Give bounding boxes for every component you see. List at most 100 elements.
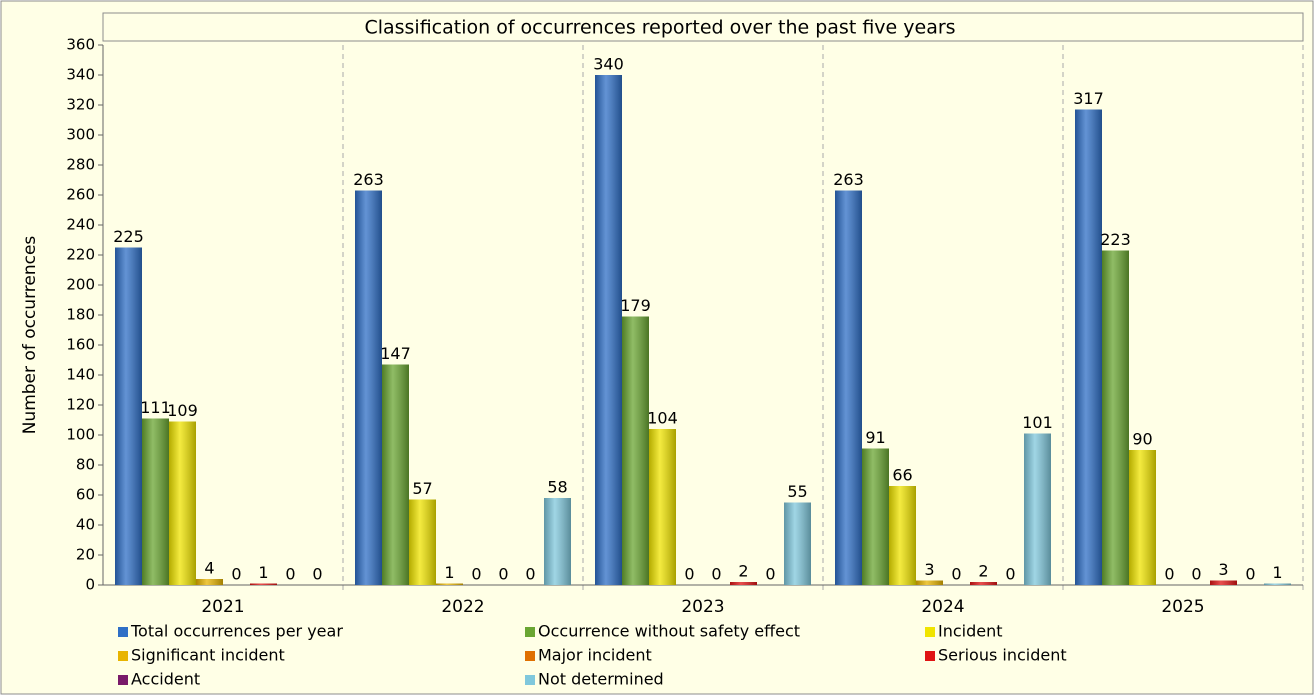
legend-swatch [118, 651, 128, 661]
legend-label: Major incident [538, 646, 652, 665]
value-label: 3 [1218, 560, 1228, 579]
chart-title: Classification of occurrences reported o… [364, 17, 955, 39]
y-tick-label: 40 [76, 516, 95, 534]
value-label: 223 [1100, 230, 1131, 249]
legend-label: Not determined [538, 670, 664, 689]
y-tick-label: 160 [66, 336, 95, 354]
bar-shade [250, 583, 277, 585]
value-label: 101 [1022, 413, 1053, 432]
y-tick-label: 80 [76, 456, 95, 474]
value-label: 0 [525, 565, 535, 584]
legend-swatch [525, 675, 535, 685]
value-label: 0 [471, 565, 481, 584]
value-label: 66 [892, 466, 912, 485]
y-axis-label: Number of occurrences [20, 236, 40, 435]
bar-shade [1024, 433, 1051, 585]
value-label: 0 [684, 565, 694, 584]
y-tick-label: 320 [66, 96, 95, 114]
value-label: 104 [647, 409, 678, 428]
value-label: 1 [1272, 563, 1282, 582]
y-tick-label: 220 [66, 246, 95, 264]
y-tick-label: 200 [66, 276, 95, 294]
value-label: 57 [412, 479, 432, 498]
value-label: 263 [833, 170, 864, 189]
value-label: 263 [353, 170, 384, 189]
y-tick-label: 180 [66, 306, 95, 324]
x-tick-label: 2023 [681, 597, 724, 617]
title-box [102, 12, 1304, 42]
legend-swatch [118, 675, 128, 685]
value-label: 111 [140, 398, 171, 417]
y-tick-label: 360 [66, 36, 95, 54]
value-label: 0 [1245, 565, 1255, 584]
value-label: 1 [258, 563, 268, 582]
value-label: 147 [380, 344, 411, 363]
value-label: 179 [620, 296, 651, 315]
value-label: 0 [498, 565, 508, 584]
bar-shade [784, 502, 811, 585]
value-label: 91 [865, 428, 885, 447]
value-label: 317 [1073, 89, 1104, 108]
legend-swatch [925, 627, 935, 637]
bar-shade [649, 429, 676, 585]
legend-label: Accident [131, 670, 200, 689]
value-label: 340 [593, 55, 624, 74]
value-label: 0 [951, 565, 961, 584]
legend-label: Significant incident [131, 646, 285, 665]
y-tick-label: 240 [66, 216, 95, 234]
x-tick-label: 2024 [921, 597, 964, 617]
value-label: 58 [547, 478, 567, 497]
legend-swatch [525, 627, 535, 637]
bar-shade [1075, 109, 1102, 585]
bar-shade [916, 580, 943, 585]
value-label: 2 [738, 562, 748, 581]
value-label: 2 [978, 562, 988, 581]
y-tick-label: 0 [85, 576, 95, 594]
y-tick-label: 280 [66, 156, 95, 174]
value-label: 1 [444, 563, 454, 582]
value-label: 0 [711, 565, 721, 584]
bar-shade [436, 583, 463, 585]
x-tick-label: 2021 [201, 597, 244, 617]
value-label: 0 [1191, 565, 1201, 584]
legend-swatch [925, 651, 935, 661]
x-tick-label: 2022 [441, 597, 484, 617]
bar-shade [355, 190, 382, 585]
value-label: 3 [924, 560, 934, 579]
y-tick-label: 260 [66, 186, 95, 204]
y-tick-label: 60 [76, 486, 95, 504]
bar-shade [622, 316, 649, 585]
legend-swatch [118, 627, 128, 637]
y-tick-label: 20 [76, 546, 95, 564]
value-label: 109 [167, 401, 198, 420]
legend-label: Occurrence without safety effect [538, 622, 800, 641]
bar-shade [409, 499, 436, 585]
bar-shade [169, 421, 196, 585]
bar-shade [1129, 450, 1156, 585]
bar-shade [730, 582, 757, 585]
y-tick-label: 140 [66, 366, 95, 384]
value-label: 0 [285, 565, 295, 584]
legend-label: Total occurrences per year [130, 622, 343, 641]
bar-shade [835, 190, 862, 585]
value-label: 0 [312, 565, 322, 584]
value-label: 90 [1132, 430, 1152, 449]
bar-shade [595, 75, 622, 585]
bar-shade [970, 582, 997, 585]
y-tick-label: 120 [66, 396, 95, 414]
bar-shade [382, 364, 409, 585]
legend-label: Incident [938, 622, 1003, 641]
legend-label: Serious incident [938, 646, 1067, 665]
y-tick-label: 300 [66, 126, 95, 144]
bar-shade [1264, 583, 1291, 585]
value-label: 0 [1164, 565, 1174, 584]
bar-shade [544, 498, 571, 585]
value-label: 4 [204, 559, 214, 578]
value-label: 225 [113, 227, 144, 246]
bar-shade [889, 486, 916, 585]
value-label: 55 [787, 482, 807, 501]
value-label: 0 [765, 565, 775, 584]
y-tick-label: 100 [66, 426, 95, 444]
bar-shade [196, 579, 223, 585]
